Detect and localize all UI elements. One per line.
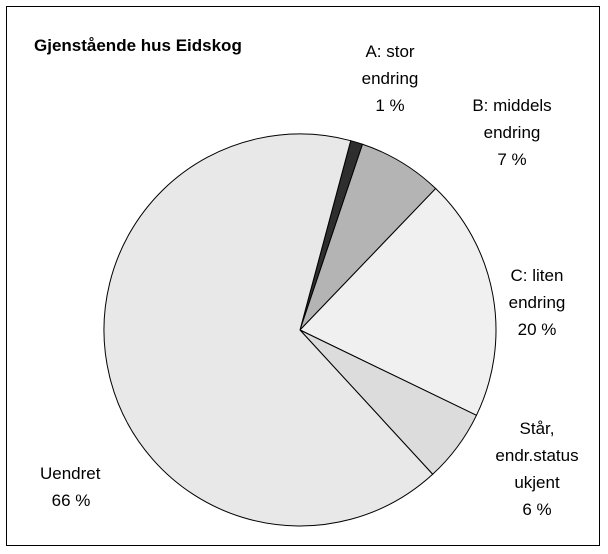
pie-slice	[103, 133, 434, 527]
value-label: 66 %	[51, 491, 91, 510]
category-label: B: middels endring	[472, 96, 552, 142]
chart-frame	[6, 6, 600, 546]
category-label: A: stor endring	[361, 42, 419, 88]
category-label: C: liten endring	[508, 266, 566, 312]
value-label: 7 %	[497, 150, 527, 169]
category-label: Står, endr.status ukjent	[495, 419, 579, 492]
slice-label: B: middels endring 7 %	[462, 92, 562, 173]
slice-label: Står, endr.status ukjent 6 %	[488, 415, 586, 523]
category-label: Uendret	[40, 464, 101, 483]
value-label: 6 %	[522, 500, 552, 519]
value-label: 1 %	[375, 96, 405, 115]
pie-slice	[299, 187, 497, 416]
chart-title: Gjenstående hus Eidskog	[34, 36, 242, 55]
value-label: 20 %	[517, 320, 557, 339]
slice-label: C: liten endring 20 %	[492, 262, 582, 343]
slice-label: Uendret 66 %	[40, 460, 120, 514]
slice-label: A: stor endring 1 %	[350, 38, 430, 119]
